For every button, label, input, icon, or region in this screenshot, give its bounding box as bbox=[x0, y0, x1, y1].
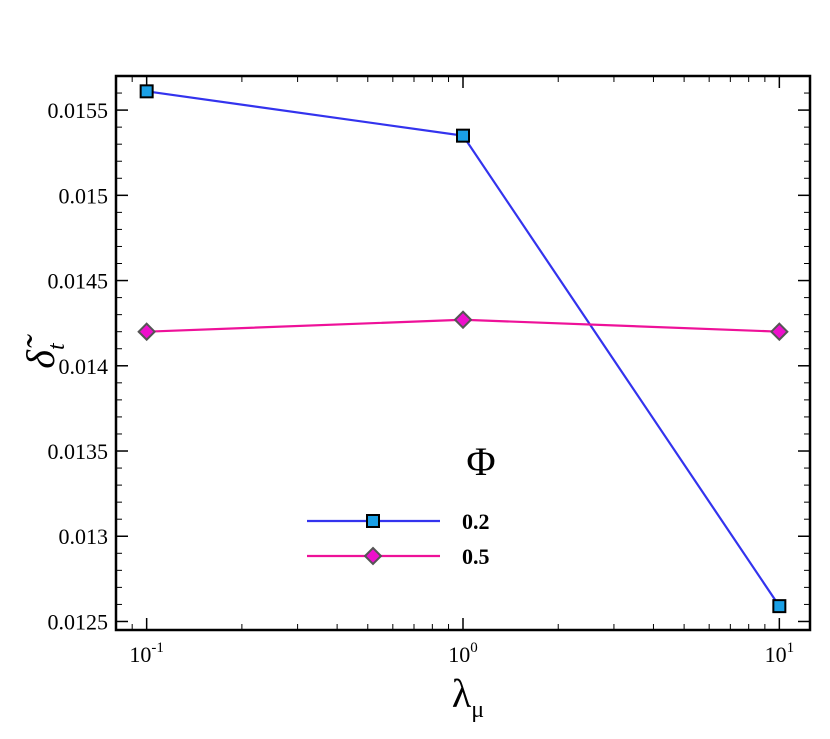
data-point bbox=[139, 84, 154, 99]
x-tick-labels: 10-1 100 101 bbox=[129, 640, 794, 667]
y-axis-symbol: δ̃ bbox=[18, 334, 63, 369]
major-ticks bbox=[116, 76, 810, 630]
y-tick-label: 0.0145 bbox=[48, 269, 109, 294]
data-point bbox=[137, 322, 157, 342]
legend-label: 0.5 bbox=[462, 544, 490, 569]
plot-frame bbox=[114, 74, 812, 632]
y-tick-label: 0.015 bbox=[59, 183, 109, 208]
y-tick-label: 0.0135 bbox=[48, 439, 109, 464]
legend-item: 0.2 bbox=[307, 509, 490, 534]
x-tick-label: 100 bbox=[448, 640, 478, 667]
legend-items: 0.20.5 bbox=[307, 509, 490, 569]
x-axis-symbol: λ bbox=[452, 671, 472, 716]
y-axis-subscript: t bbox=[44, 342, 70, 350]
series-0.5 bbox=[137, 310, 789, 342]
legend-title: Φ bbox=[466, 439, 495, 484]
data-point bbox=[769, 322, 789, 342]
y-axis-title: δ̃t bbox=[18, 334, 70, 369]
y-tick-labels: 0.0125 0.013 0.0135 0.014 0.0145 0.015 0.0155 bbox=[48, 98, 109, 634]
x-tick-label: 10-1 bbox=[129, 640, 164, 667]
legend-label: 0.2 bbox=[462, 509, 490, 534]
series-layer bbox=[137, 84, 789, 614]
y-tick-label: 0.013 bbox=[59, 524, 109, 549]
legend: Φ 0.20.5 bbox=[307, 439, 496, 569]
data-point bbox=[456, 128, 470, 143]
series-0.2 bbox=[139, 84, 787, 614]
legend-marker bbox=[366, 514, 380, 528]
y-tick-label: 0.0125 bbox=[48, 609, 109, 634]
legend-marker bbox=[363, 546, 383, 566]
x-tick-label: 101 bbox=[765, 640, 795, 667]
legend-item: 0.5 bbox=[307, 544, 490, 569]
data-point bbox=[453, 310, 473, 330]
y-tick-label: 0.0155 bbox=[48, 98, 109, 123]
y-tick-label: 0.014 bbox=[59, 354, 109, 379]
x-axis-title: λμ bbox=[452, 671, 484, 723]
x-axis-subscript: μ bbox=[471, 697, 484, 723]
data-point bbox=[772, 599, 787, 614]
